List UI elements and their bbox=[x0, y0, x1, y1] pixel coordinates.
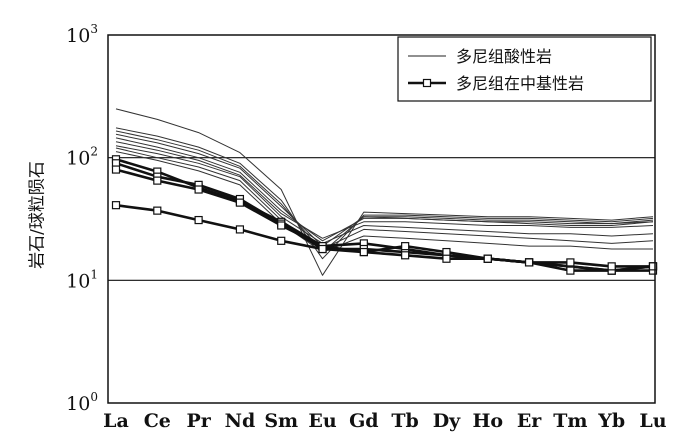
x-tick-label: Tb bbox=[391, 410, 418, 432]
data-point-square bbox=[194, 215, 203, 225]
x-tick-label: Nd bbox=[225, 410, 256, 432]
data-point-square bbox=[607, 262, 616, 271]
data-point-square bbox=[153, 176, 162, 185]
data-point-square bbox=[277, 236, 286, 245]
data-point-square bbox=[566, 258, 575, 267]
data-point-square bbox=[401, 251, 410, 260]
series-line-acid bbox=[115, 108, 654, 276]
data-point-square bbox=[566, 266, 575, 275]
data-point-square bbox=[111, 165, 121, 174]
x-tick-label: Ho bbox=[472, 410, 503, 432]
y-tick-label: 101 bbox=[66, 267, 98, 292]
y-axis-label: 岩石/球粒陨石 bbox=[27, 161, 48, 269]
plot-frame bbox=[107, 34, 656, 404]
x-tick-label: Pr bbox=[186, 410, 211, 432]
x-tick-label: La bbox=[103, 410, 129, 432]
x-tick-label: Er bbox=[517, 410, 542, 432]
series-line-acid bbox=[115, 147, 654, 250]
series-line-acid bbox=[115, 145, 654, 244]
x-tick-label: Tm bbox=[553, 410, 587, 432]
series-line-intermediate-basic bbox=[115, 168, 653, 272]
x-tick-label: Gd bbox=[349, 410, 379, 432]
legend-label-intermediate: 多尼组在中基性岩 bbox=[456, 74, 584, 93]
x-tick-label: Ce bbox=[144, 410, 171, 432]
legend-label-acid: 多尼组酸性岩 bbox=[456, 47, 552, 66]
data-point-square bbox=[442, 254, 451, 263]
data-point-square bbox=[111, 201, 121, 210]
series-line-acid bbox=[115, 130, 654, 253]
data-point-square bbox=[359, 247, 368, 257]
x-tick-label: Eu bbox=[308, 410, 336, 432]
series-line-acid bbox=[115, 151, 653, 253]
data-point-square bbox=[235, 225, 245, 234]
legend-marker-square bbox=[422, 78, 432, 88]
y-tick-label: 103 bbox=[66, 22, 98, 47]
series-line-acid bbox=[115, 141, 654, 239]
series-layer bbox=[111, 108, 658, 276]
legend: 多尼组酸性岩 多尼组在中基性岩 bbox=[397, 36, 652, 102]
y-tick-label: 100 bbox=[66, 390, 98, 415]
series-line-intermediate-basic bbox=[115, 162, 654, 272]
series-line-acid bbox=[115, 137, 654, 242]
data-point-square bbox=[153, 206, 162, 215]
y-tick-label: 102 bbox=[66, 145, 98, 170]
data-point-square bbox=[524, 258, 534, 267]
series-line-intermediate-basic bbox=[115, 203, 653, 268]
series-line-acid bbox=[115, 127, 654, 260]
series-line-acid bbox=[115, 133, 654, 247]
data-point-square bbox=[442, 247, 451, 257]
data-point-square bbox=[318, 244, 327, 254]
x-tick-label: Lu bbox=[639, 410, 666, 432]
data-point-square bbox=[277, 221, 286, 230]
data-point-square bbox=[235, 198, 245, 207]
y-axis-label-wrap: 岩石/球粒陨石 bbox=[20, 140, 50, 290]
x-axis-ticks: La Ce Pr Nd Sm Eu Gd Tb Dy Ho Er Tm Yb Lu bbox=[103, 410, 667, 432]
y-axis-ticks: 100 101 102 103 bbox=[66, 22, 98, 415]
data-point-square bbox=[483, 254, 492, 263]
x-tick-label: Dy bbox=[433, 410, 461, 432]
x-tick-label: Yb bbox=[597, 410, 625, 432]
data-point-square bbox=[401, 242, 410, 251]
data-point-square bbox=[194, 185, 203, 194]
x-tick-label: Sm bbox=[264, 410, 298, 432]
legend-box bbox=[397, 36, 652, 102]
data-point-square bbox=[648, 262, 658, 271]
